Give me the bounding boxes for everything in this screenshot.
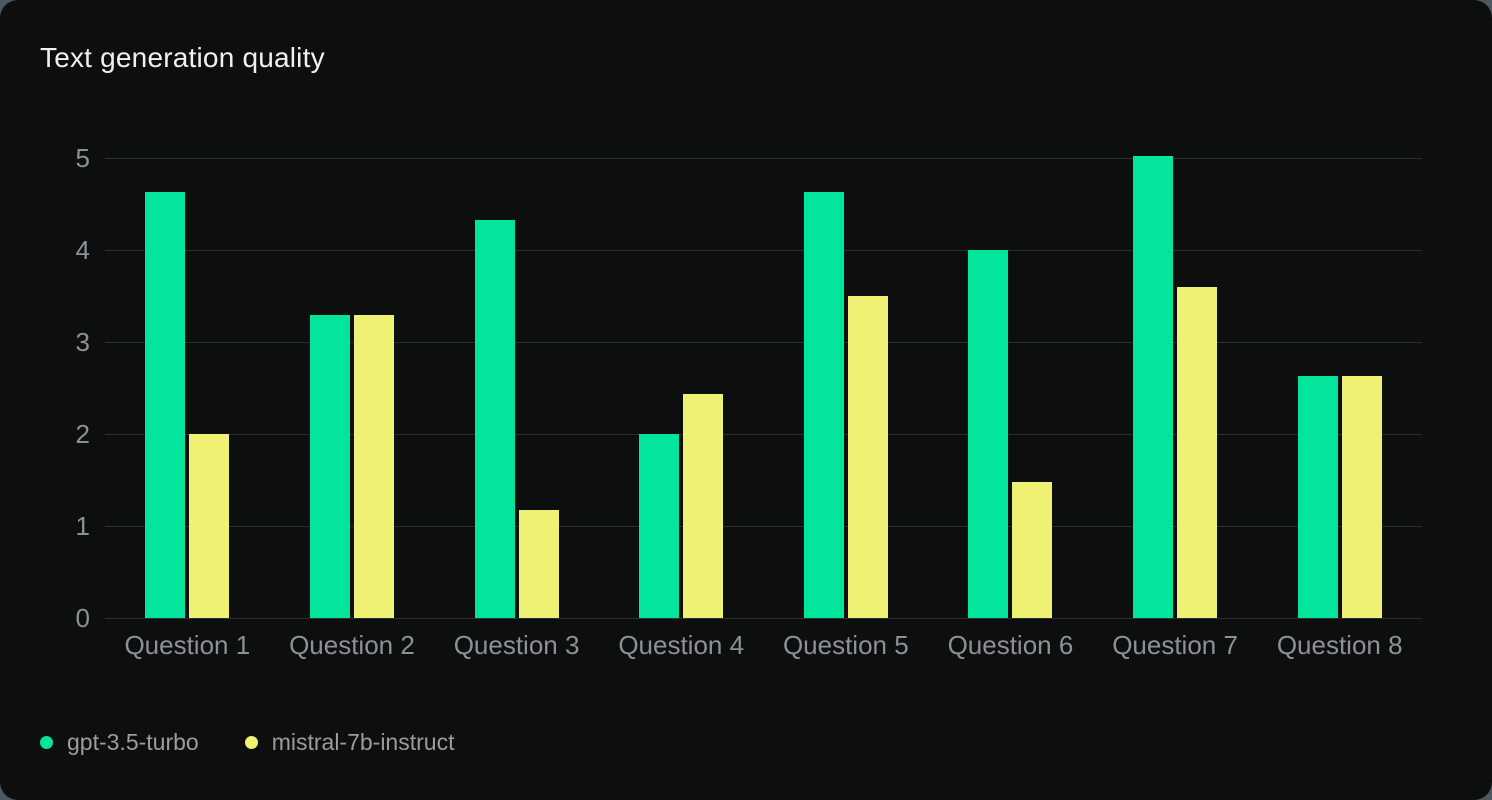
x-tick-label-question-8: Question 8 [1276,630,1403,660]
bar-gpt-3.5-turbo-question-5 [803,192,844,618]
gridline-0 [105,618,1422,619]
bar-mistral-7b-instruct-question-6 [1012,481,1053,618]
y-tick-label-2: 2 [75,419,90,449]
y-tick-label-5: 5 [75,143,90,173]
bar-mistral-7b-instruct-question-3 [518,510,559,618]
y-tick-label-3: 3 [75,327,90,357]
x-tick-label-question-6: Question 6 [947,630,1074,660]
gridline-2 [105,434,1422,435]
x-tick-label-question-1: Question 1 [124,630,251,660]
legend-label: mistral-7b-instruct [271,729,455,755]
x-tick-label-question-5: Question 5 [782,630,909,660]
gridline-5 [105,158,1422,159]
bar-gpt-3.5-turbo-question-4 [639,434,680,618]
legend-label: gpt-3.5-turbo [67,729,199,755]
bar-gpt-3.5-turbo-question-2 [309,315,350,618]
chart-legend: gpt-3.5-turbo mistral-7b-instruct [40,729,454,756]
bar-mistral-7b-instruct-question-5 [847,296,888,618]
y-tick-label-0: 0 [75,603,90,633]
chart-title: Text generation quality [40,42,325,73]
bar-gpt-3.5-turbo-question-7 [1133,156,1174,618]
x-tick-label-question-3: Question 3 [453,630,580,660]
y-tick-label-1: 1 [75,511,90,541]
bar-gpt-3.5-turbo-question-6 [968,250,1009,618]
bar-mistral-7b-instruct-question-1 [189,434,230,618]
gridline-4 [105,250,1422,251]
bar-gpt-3.5-turbo-question-1 [145,192,186,618]
gridline-1 [105,526,1422,527]
plot-area [105,156,1422,619]
legend-item-gpt-3.5-turbo[interactable]: gpt-3.5-turbo [40,729,199,756]
gridline-3 [105,342,1422,343]
bar-gpt-3.5-turbo-question-3 [474,219,515,618]
legend-item-mistral-7b-instruct[interactable]: mistral-7b-instruct [244,729,455,756]
bar-mistral-7b-instruct-question-2 [353,315,394,618]
x-tick-label-question-2: Question 2 [289,630,415,660]
legend-swatch-icon [244,736,258,749]
legend-swatch-icon [40,736,53,749]
bar-gpt-3.5-turbo-question-8 [1297,376,1338,618]
bar-mistral-7b-instruct-question-4 [683,394,724,618]
x-tick-label-question-7: Question 7 [1112,630,1238,660]
x-tick-label-question-4: Question 4 [618,630,745,660]
bar-mistral-7b-instruct-question-8 [1341,376,1382,618]
bar-mistral-7b-instruct-question-7 [1177,286,1218,618]
y-tick-label-4: 4 [75,235,90,265]
